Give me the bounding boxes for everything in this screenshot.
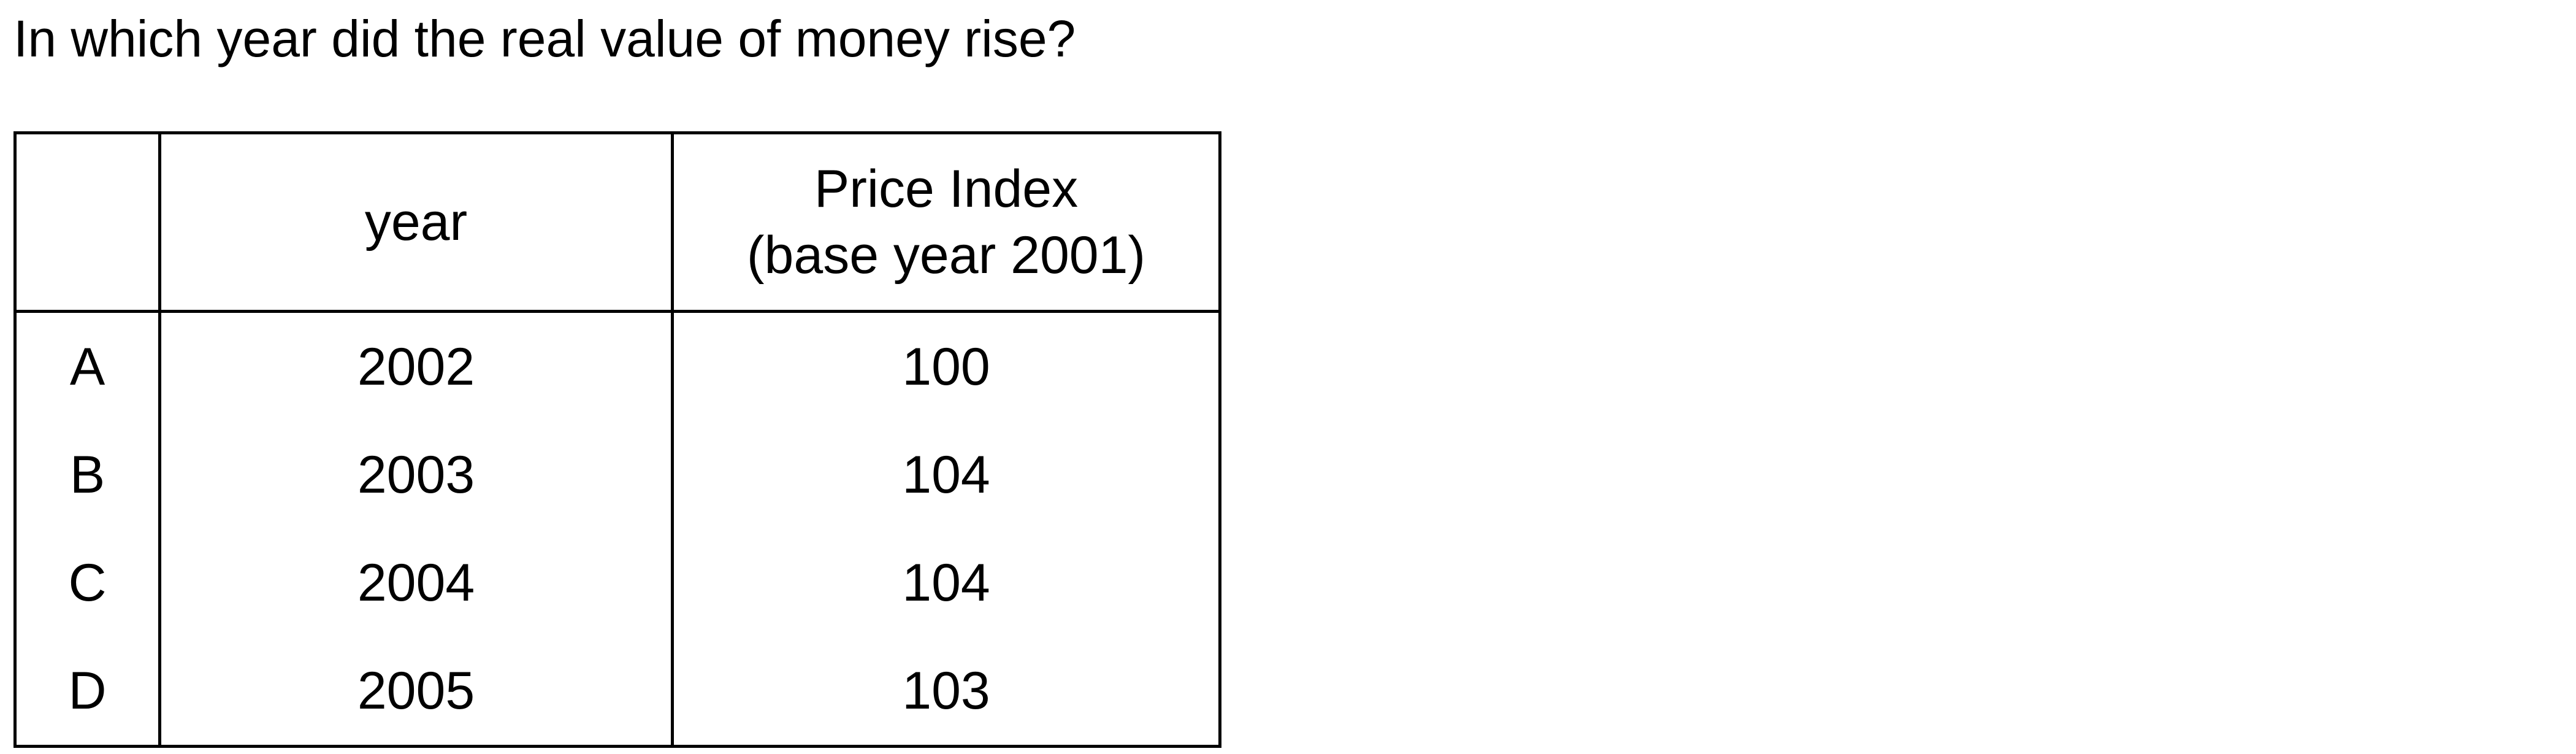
row-year: 2004: [160, 529, 673, 637]
table-row: D 2005 103: [15, 637, 1220, 747]
header-price-index: Price Index (base year 2001): [673, 133, 1220, 312]
row-price-index: 103: [673, 637, 1220, 747]
row-letter: D: [15, 637, 160, 747]
table-row: B 2003 104: [15, 421, 1220, 529]
row-letter: A: [15, 312, 160, 421]
row-letter: C: [15, 529, 160, 637]
header-letter-cell: [15, 133, 160, 312]
table-header-row: year Price Index (base year 2001): [15, 133, 1220, 312]
options-table: year Price Index (base year 2001) A 2002…: [13, 131, 1221, 748]
row-price-index: 100: [673, 312, 1220, 421]
row-year: 2003: [160, 421, 673, 529]
row-year: 2002: [160, 312, 673, 421]
header-year: year: [160, 133, 673, 312]
header-price-index-title: Price Index: [674, 156, 1218, 222]
question-text: In which year did the real value of mone…: [13, 5, 1076, 72]
row-price-index: 104: [673, 421, 1220, 529]
row-price-index: 104: [673, 529, 1220, 637]
row-year: 2005: [160, 637, 673, 747]
table-row: C 2004 104: [15, 529, 1220, 637]
table-row: A 2002 100: [15, 312, 1220, 421]
header-price-index-base: (base year 2001): [674, 222, 1218, 288]
row-letter: B: [15, 421, 160, 529]
